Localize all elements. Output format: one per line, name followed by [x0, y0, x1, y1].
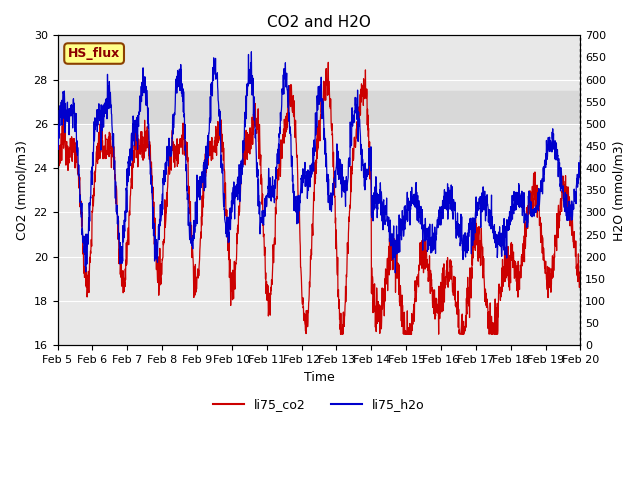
- Y-axis label: CO2 (mmol/m3): CO2 (mmol/m3): [15, 140, 28, 240]
- Text: HS_flux: HS_flux: [68, 47, 120, 60]
- Y-axis label: H2O (mmol/m3): H2O (mmol/m3): [612, 140, 625, 240]
- X-axis label: Time: Time: [303, 371, 334, 384]
- Legend: li75_co2, li75_h2o: li75_co2, li75_h2o: [208, 394, 430, 417]
- Bar: [58, 91, 580, 124]
- Title: CO2 and H2O: CO2 and H2O: [267, 15, 371, 30]
